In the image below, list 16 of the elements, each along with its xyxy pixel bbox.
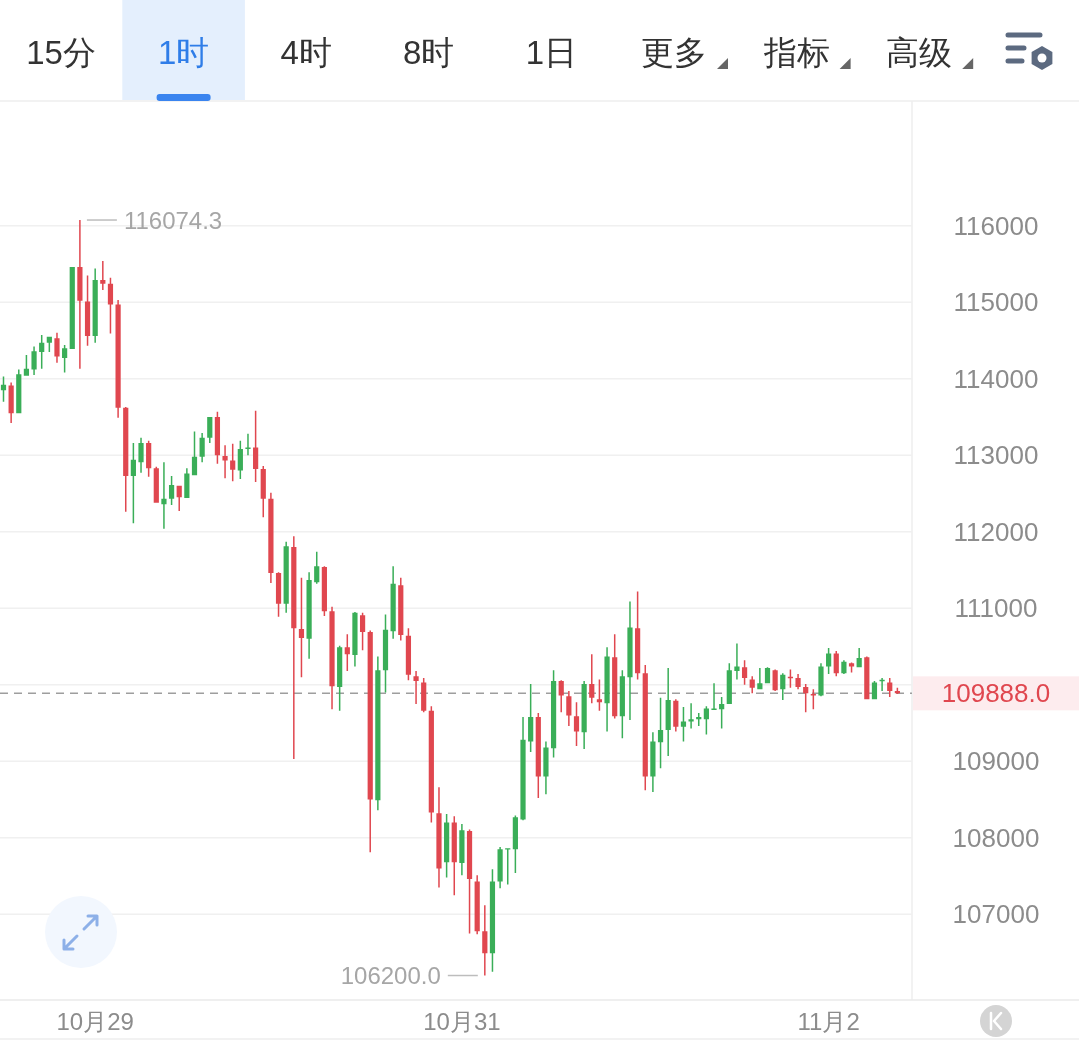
y-tick-label: 108000	[952, 822, 1040, 853]
annotation: 116074.3	[123, 206, 223, 234]
annotation: 106200.0	[340, 962, 441, 990]
y-tick-label: 116000	[953, 210, 1039, 241]
y-tick-label: 115000	[953, 287, 1039, 318]
y-tick-label: 114000	[953, 363, 1039, 394]
toolbar: 15分 1时 4时 8时 1日 更多 指标 高级	[26, 0, 974, 101]
x-tick-label: 11月2	[797, 1007, 860, 1035]
x-tick-label: 10月31	[423, 1007, 501, 1035]
y-tick-label: 109000	[952, 746, 1040, 777]
x-tick-label: 10月29	[56, 1007, 134, 1035]
y-tick-label: 112000	[953, 516, 1039, 547]
y-tick-label: 113000	[953, 440, 1039, 471]
y-tick-label: 111000	[954, 593, 1038, 624]
y-tick-label: 107000	[952, 899, 1040, 930]
ref-line-label: 109888.0	[941, 678, 1051, 709]
